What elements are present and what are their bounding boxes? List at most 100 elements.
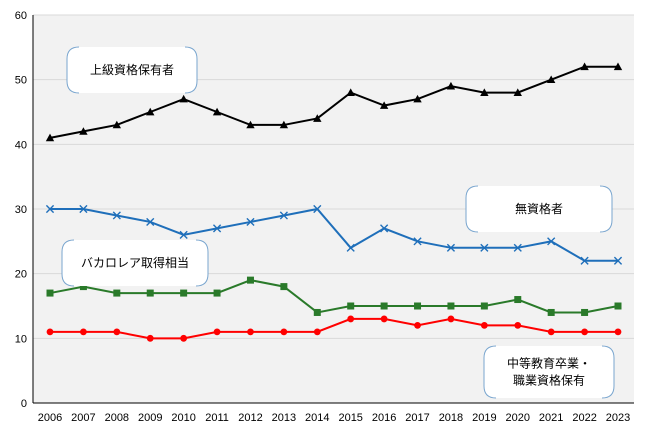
data-point bbox=[113, 328, 121, 336]
data-point bbox=[80, 328, 87, 336]
callout-bracket-left bbox=[66, 46, 80, 94]
data-point bbox=[112, 211, 121, 220]
data-point bbox=[380, 302, 388, 310]
data-point bbox=[146, 107, 155, 116]
data-point bbox=[514, 322, 522, 329]
data-point bbox=[546, 75, 556, 84]
x-tick-label: 2015 bbox=[338, 412, 362, 424]
data-point bbox=[447, 315, 455, 323]
data-point-stroke bbox=[346, 243, 355, 252]
data-point-stroke bbox=[179, 230, 188, 239]
data-point bbox=[581, 328, 588, 336]
data-point bbox=[279, 120, 289, 129]
callout-bracket-right bbox=[599, 185, 613, 233]
x-tick-label: 2007 bbox=[71, 412, 95, 424]
x-tick-label: 2009 bbox=[138, 412, 162, 424]
data-point bbox=[480, 243, 489, 252]
data-point bbox=[413, 237, 422, 246]
data-point bbox=[146, 334, 154, 342]
data-point bbox=[581, 308, 589, 316]
callout-bracket-left bbox=[465, 185, 479, 233]
x-tick-label: 2023 bbox=[606, 412, 630, 424]
data-point bbox=[480, 88, 489, 96]
data-point-stroke bbox=[79, 204, 88, 214]
data-point bbox=[79, 204, 88, 214]
series-1 bbox=[45, 204, 623, 265]
data-point bbox=[513, 88, 522, 96]
data-point bbox=[212, 107, 222, 116]
y-tick-label: 0 bbox=[21, 398, 27, 410]
data-point bbox=[447, 302, 455, 310]
callout-bracket-left bbox=[61, 239, 75, 287]
x-tick-label: 2022 bbox=[572, 412, 596, 424]
data-point bbox=[246, 217, 255, 227]
series-2 bbox=[46, 276, 622, 316]
data-point-stroke bbox=[513, 243, 522, 252]
x-tick-label: 2010 bbox=[171, 412, 195, 424]
axes: 0 10 20 30 40 50 60 2006 2007 2008 2009 2010 2011 201… bbox=[15, 10, 634, 424]
data-point bbox=[179, 94, 188, 103]
data-point bbox=[313, 114, 322, 122]
series-label-callout: 無資格者 bbox=[465, 185, 613, 233]
data-point bbox=[180, 334, 188, 342]
x-tick-label: 2020 bbox=[506, 412, 530, 424]
x-tick-label: 2012 bbox=[238, 412, 262, 424]
x-tick-label: 2011 bbox=[205, 412, 229, 424]
data-point bbox=[614, 328, 622, 336]
x-tick-label: 2008 bbox=[105, 412, 129, 424]
data-point-stroke bbox=[580, 256, 589, 265]
data-point-stroke bbox=[45, 204, 55, 214]
series-label: 上級資格保有者 bbox=[90, 62, 174, 77]
data-point-stroke bbox=[380, 224, 389, 233]
data-point bbox=[613, 256, 623, 265]
data-point bbox=[112, 120, 122, 129]
x-tick-label: 2019 bbox=[472, 412, 496, 424]
y-tick-label: 60 bbox=[15, 10, 27, 22]
data-point bbox=[113, 289, 121, 297]
series-label: 無資格者 bbox=[515, 201, 563, 216]
data-point bbox=[613, 62, 623, 71]
data-point bbox=[547, 308, 555, 316]
callout-bracket-right bbox=[184, 46, 198, 94]
x-tick-label: 2013 bbox=[272, 412, 296, 424]
callout-box bbox=[62, 240, 208, 286]
data-point-stroke bbox=[146, 217, 155, 227]
series-line bbox=[50, 317, 618, 340]
data-point bbox=[580, 62, 589, 71]
data-point-stroke bbox=[613, 256, 623, 265]
x-tick-label: 2016 bbox=[372, 412, 396, 424]
data-point bbox=[279, 211, 288, 220]
series-label-callout: 上級資格保有者 bbox=[66, 46, 198, 94]
data-point bbox=[179, 230, 188, 239]
data-point bbox=[212, 224, 222, 233]
data-point bbox=[446, 81, 456, 90]
series-3 bbox=[46, 315, 622, 342]
data-point bbox=[414, 322, 421, 329]
series-label: 中等教育卒業・ bbox=[507, 356, 591, 371]
data-point bbox=[246, 120, 255, 129]
data-point bbox=[379, 101, 389, 109]
callout-box bbox=[484, 346, 614, 398]
data-point-stroke bbox=[446, 243, 456, 252]
y-tick-label: 20 bbox=[15, 269, 27, 281]
data-point bbox=[580, 256, 589, 265]
data-point bbox=[514, 296, 522, 304]
data-point bbox=[380, 224, 389, 233]
data-point bbox=[313, 204, 322, 214]
data-point bbox=[346, 243, 355, 252]
series-layer bbox=[45, 62, 623, 342]
data-point bbox=[213, 289, 221, 297]
data-point bbox=[45, 204, 55, 214]
data-point bbox=[79, 283, 87, 291]
y-tick-label: 30 bbox=[15, 204, 27, 216]
x-tick-label: 2021 bbox=[539, 412, 563, 424]
x-tick-label: 2006 bbox=[38, 412, 62, 424]
y-tick-label: 10 bbox=[15, 333, 27, 345]
data-point bbox=[180, 289, 188, 297]
data-point bbox=[46, 289, 54, 297]
data-point-stroke bbox=[480, 243, 489, 252]
data-point bbox=[79, 127, 88, 135]
